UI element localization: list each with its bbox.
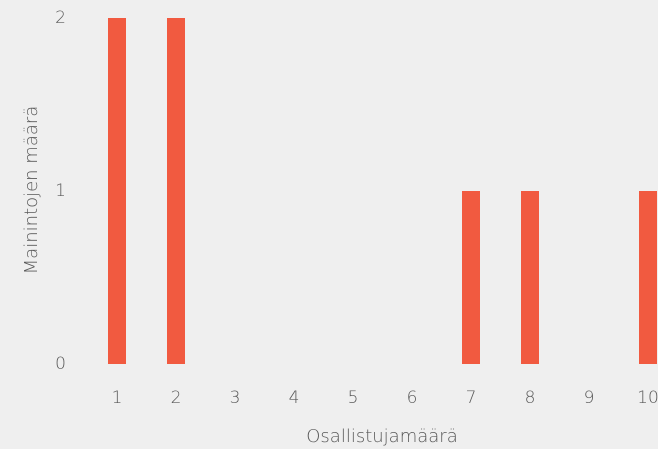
y-axis-title: Mainintojen määrä xyxy=(21,106,42,275)
x-tick-label: 2 xyxy=(171,388,182,408)
x-tick-label: 4 xyxy=(289,388,300,408)
bar xyxy=(167,18,185,364)
x-tick-label: 1 xyxy=(112,388,123,408)
x-tick-label: 5 xyxy=(348,388,359,408)
bar xyxy=(108,18,126,364)
bar xyxy=(639,191,657,364)
x-axis-title: Osallistujamäärä xyxy=(306,426,457,447)
x-tick-label: 6 xyxy=(407,388,418,408)
y-tick-label: 0 xyxy=(55,354,66,374)
x-tick-label: 7 xyxy=(466,388,477,408)
y-tick-label: 1 xyxy=(55,181,66,201)
x-tick-label: 10 xyxy=(637,388,658,408)
bar xyxy=(521,191,539,364)
y-tick-label: 2 xyxy=(55,8,66,28)
x-tick-label: 8 xyxy=(525,388,536,408)
x-tick-label: 9 xyxy=(584,388,595,408)
bar xyxy=(462,191,480,364)
x-tick-label: 3 xyxy=(230,388,241,408)
